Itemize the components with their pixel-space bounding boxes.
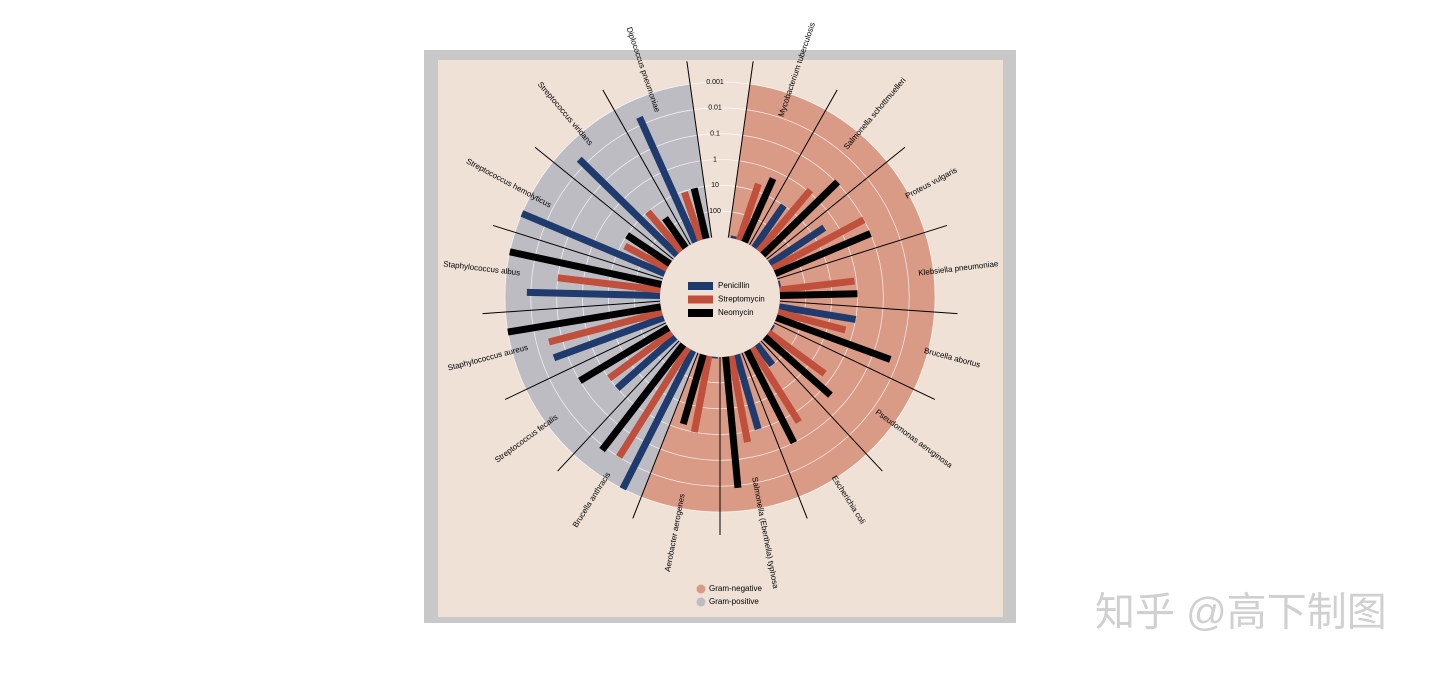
separator (686, 61, 713, 238)
bar (625, 232, 672, 267)
bar (616, 345, 691, 459)
bar (779, 290, 858, 300)
separator (766, 146, 906, 260)
bar (520, 210, 667, 277)
separator (749, 89, 838, 246)
separator (482, 300, 661, 315)
separator (777, 224, 948, 280)
separator (760, 340, 883, 472)
separator (727, 61, 754, 238)
tick-label: 1 (713, 156, 717, 163)
separator (492, 224, 663, 280)
bar (751, 203, 787, 250)
separator (632, 352, 699, 519)
separator (741, 352, 808, 519)
bar (766, 329, 827, 377)
bar (762, 334, 833, 398)
legend-label: Gram-positive (709, 597, 759, 606)
bar (557, 274, 661, 294)
legend-label: Streptomycin (718, 295, 765, 304)
separator (779, 300, 958, 315)
separator (773, 322, 936, 400)
bar (614, 334, 678, 391)
bar (690, 187, 710, 240)
legend-label: Penicillin (718, 281, 750, 290)
bar (509, 248, 663, 288)
legend-dot (696, 597, 706, 607)
watermark: 知乎 @高下制图 (1095, 591, 1387, 635)
bar (773, 230, 872, 277)
separator (504, 322, 667, 400)
bar (690, 355, 713, 433)
bar (771, 216, 866, 272)
separator (534, 146, 674, 260)
bar (599, 342, 687, 453)
bar (768, 224, 827, 267)
tick-label: 0.01 (708, 105, 722, 112)
bar (727, 355, 752, 443)
bar (741, 177, 777, 244)
bar (636, 115, 699, 244)
legend-dot (696, 584, 706, 594)
bar (681, 191, 705, 242)
bar (756, 187, 814, 254)
bar (777, 280, 782, 288)
tick-label: 0.001 (706, 79, 724, 86)
bar (744, 348, 797, 445)
bar (619, 348, 696, 491)
bar (730, 235, 738, 240)
tick-label: 100 (709, 208, 721, 215)
bar (775, 314, 892, 363)
bar (578, 324, 671, 384)
bar (507, 303, 662, 336)
legend-swatch (688, 309, 713, 317)
bar (753, 342, 776, 368)
bar (722, 356, 742, 489)
tick-label: 10 (711, 182, 719, 189)
tick-label: 0.1 (710, 131, 720, 138)
separator (602, 89, 691, 246)
bar (777, 308, 847, 334)
bar (607, 329, 674, 382)
legend-label: Gram-negative (709, 584, 762, 593)
legend-label: Neomycin (718, 308, 754, 317)
bar (623, 242, 669, 272)
bar (679, 353, 707, 425)
legend-swatch (688, 295, 713, 304)
bar (710, 356, 718, 359)
bar (662, 216, 689, 250)
bar (645, 209, 684, 254)
bar (526, 288, 661, 300)
bar (552, 314, 665, 362)
bar (576, 156, 680, 258)
separator (557, 340, 680, 472)
bar (733, 353, 762, 431)
bar (735, 182, 762, 242)
bar (778, 303, 857, 323)
bar (548, 308, 663, 346)
legend-swatch (688, 282, 713, 290)
bar (760, 179, 841, 258)
bar (769, 324, 775, 332)
bar (749, 345, 802, 424)
bar (779, 277, 855, 294)
